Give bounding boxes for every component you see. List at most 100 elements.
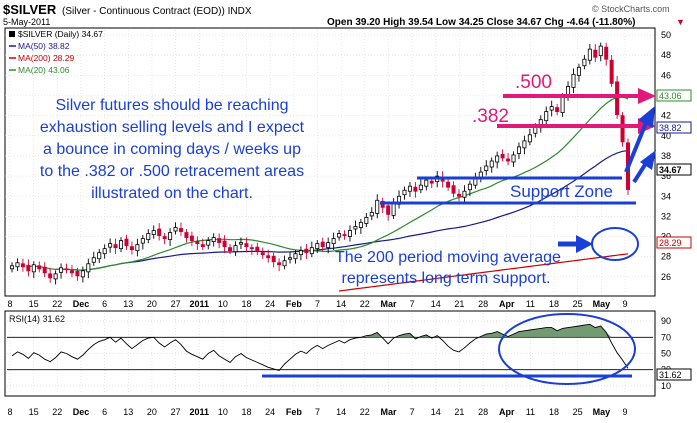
price-x-tick: 15 xyxy=(29,299,39,309)
ma200-line xyxy=(339,253,629,292)
rsi-x-axis: 8 15 22 Dec 6 13 20 27 2011 10 18 24 Feb 7 14 22 Mar 7 14 2… xyxy=(7,407,627,417)
price-candle xyxy=(342,230,347,240)
price-candle xyxy=(407,181,412,197)
price-candle xyxy=(549,100,554,117)
price-x-tick: 2011 xyxy=(189,299,209,309)
rsi-x-tick: 13 xyxy=(123,407,133,417)
price-candles xyxy=(9,42,631,285)
price-x-tick: 11 xyxy=(526,299,535,309)
svg-text:43.06: 43.06 xyxy=(659,91,682,101)
main-annotation: Silver futures should be reaching exhaus… xyxy=(40,97,305,202)
rsi-x-tick: 22 xyxy=(360,407,370,417)
price-x-tick: May xyxy=(593,299,611,309)
price-x-tick: 7 xyxy=(410,299,415,309)
rsi-title: RSI(14) 31.62 xyxy=(9,314,65,324)
price-candle xyxy=(178,222,183,236)
price-candle xyxy=(271,252,276,268)
price-candle xyxy=(320,237,325,252)
fib-382-label: .382 xyxy=(472,106,509,127)
price-candle xyxy=(353,220,358,235)
rsi-x-tick: 21 xyxy=(454,407,464,417)
price-candle xyxy=(467,180,472,197)
rsi-x-tick: 22 xyxy=(52,407,62,417)
rsi-overbought-fill xyxy=(366,324,612,338)
price-candle xyxy=(288,251,293,264)
price-candle xyxy=(266,249,271,263)
price-candle xyxy=(364,213,369,227)
price-candle xyxy=(233,241,238,256)
price-candle xyxy=(173,222,178,235)
main-annotation-line-2: exhaustion selling levels and I expect xyxy=(40,119,305,136)
price-candle xyxy=(129,241,134,255)
legend-swatch-price xyxy=(9,31,15,37)
price-candle xyxy=(511,151,516,167)
legend: $SILVER (Daily) 34.67 MA(50) 38.82 MA(20… xyxy=(9,29,103,75)
price-x-tick: 22 xyxy=(360,299,370,309)
price-candle xyxy=(358,218,363,234)
price-candle xyxy=(522,135,527,155)
price-candle xyxy=(64,263,69,274)
price-candle xyxy=(75,267,80,281)
rsi-x-tick: 27 xyxy=(171,407,181,417)
price-x-tick: 20 xyxy=(147,299,157,309)
fib-500-label: .500 xyxy=(515,72,552,93)
price-label-ma50: 38.82 xyxy=(656,121,692,134)
price-candle xyxy=(69,264,74,278)
price-x-tick: 14 xyxy=(431,299,441,309)
rsi-x-tick: 18 xyxy=(549,407,559,417)
svg-text:38.82: 38.82 xyxy=(659,123,682,133)
price-x-tick: 21 xyxy=(454,299,464,309)
price-x-tick: Mar xyxy=(380,299,397,309)
legend-ma20: MA(20) 43.06 xyxy=(18,65,70,75)
price-candle xyxy=(189,231,194,247)
price-candle xyxy=(331,232,336,250)
price-x-tick: 25 xyxy=(573,299,583,309)
main-annotation-line-4: to the .382 or .500 retracement areas xyxy=(40,163,304,180)
price-candle xyxy=(48,267,53,283)
symbol-label: $SILVER xyxy=(3,2,57,17)
price-candle xyxy=(26,259,31,277)
price-candle xyxy=(298,246,303,261)
main-annotation-line-1: Silver futures should be reaching xyxy=(55,97,288,114)
price-candle xyxy=(315,240,320,253)
ma200-arrow-head xyxy=(576,235,593,253)
price-candle xyxy=(609,55,614,87)
price-candle xyxy=(162,233,167,245)
main-annotation-line-5: illustrated on the chart. xyxy=(91,185,253,202)
price-candle xyxy=(31,261,36,279)
price-x-tick: 18 xyxy=(242,299,252,309)
price-candle xyxy=(593,44,598,63)
price-candle xyxy=(604,42,609,66)
fib-500-arrowhead xyxy=(638,88,656,104)
price-candle xyxy=(249,244,254,256)
price-candle xyxy=(555,104,560,116)
price-y-tick: 36 xyxy=(661,171,671,181)
price-candle xyxy=(277,258,282,272)
price-candle xyxy=(527,128,532,146)
rsi-x-tick: 14 xyxy=(431,407,441,417)
price-x-tick: Dec xyxy=(73,299,90,309)
price-candle xyxy=(86,258,91,279)
price-candle xyxy=(582,54,587,70)
price-candle xyxy=(544,106,549,127)
rsi-y-tick: 10 xyxy=(661,381,671,391)
price-candle xyxy=(451,181,456,198)
legend-ma200: MA(200) 28.29 xyxy=(18,53,74,63)
rsi-x-tick: May xyxy=(593,407,611,417)
price-candle xyxy=(53,270,58,285)
price-candle xyxy=(500,149,505,162)
price-candle xyxy=(113,238,118,254)
price-candle xyxy=(489,157,494,173)
price-label-ma20: 43.06 xyxy=(656,89,692,102)
price-candle xyxy=(386,201,391,221)
main-annotation-line-3: a bounce in coming days / weeks up xyxy=(43,141,301,158)
price-y-tick: 32 xyxy=(661,211,671,221)
price-candle xyxy=(42,262,47,278)
ma200-annotation-line-2: represents long term support. xyxy=(342,270,551,287)
ma200-circle xyxy=(591,227,639,261)
price-x-tick: 9 xyxy=(622,299,627,309)
price-candle xyxy=(59,263,64,279)
price-candle xyxy=(282,255,287,270)
price-x-tick: 24 xyxy=(265,299,275,309)
